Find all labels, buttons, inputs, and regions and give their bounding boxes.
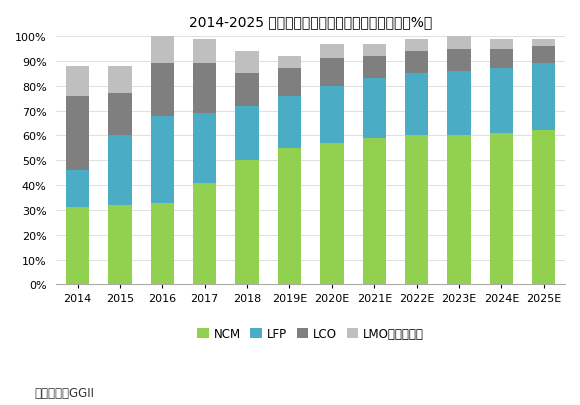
Bar — [320, 45, 343, 59]
Bar — [235, 52, 259, 74]
Bar — [490, 69, 513, 134]
Bar — [108, 136, 132, 205]
Bar — [532, 47, 556, 64]
Bar — [235, 107, 259, 161]
Bar — [108, 205, 132, 285]
Bar — [278, 57, 301, 69]
Bar — [532, 64, 556, 131]
Bar — [532, 131, 556, 285]
Bar — [151, 203, 174, 285]
Bar — [66, 208, 89, 285]
Bar — [362, 57, 386, 79]
Bar — [405, 52, 428, 74]
Bar — [320, 143, 343, 285]
Bar — [405, 74, 428, 136]
Bar — [151, 116, 174, 203]
Bar — [447, 49, 471, 72]
Legend: NCM, LFP, LCO, LMO及其他合计: NCM, LFP, LCO, LMO及其他合计 — [193, 323, 429, 345]
Bar — [362, 79, 386, 139]
Bar — [362, 45, 386, 57]
Bar — [447, 136, 471, 285]
Bar — [235, 161, 259, 285]
Bar — [278, 149, 301, 285]
Bar — [320, 59, 343, 87]
Bar — [193, 183, 216, 285]
Title: 2014-2025 中国各类型正极材料产量占比（单位：%）: 2014-2025 中国各类型正极材料产量占比（单位：%） — [189, 15, 432, 29]
Bar — [532, 40, 556, 47]
Bar — [108, 94, 132, 136]
Bar — [278, 69, 301, 96]
Bar — [447, 72, 471, 136]
Bar — [490, 49, 513, 69]
Bar — [193, 114, 216, 183]
Bar — [108, 67, 132, 94]
Bar — [66, 67, 89, 96]
Bar — [447, 37, 471, 49]
Bar — [490, 134, 513, 285]
Bar — [193, 40, 216, 64]
Bar — [151, 37, 174, 64]
Text: 数据来源：GGII: 数据来源：GGII — [35, 386, 95, 399]
Bar — [235, 74, 259, 107]
Bar — [278, 96, 301, 149]
Bar — [193, 64, 216, 114]
Bar — [490, 40, 513, 49]
Bar — [66, 96, 89, 171]
Bar — [66, 171, 89, 208]
Bar — [151, 64, 174, 116]
Bar — [362, 139, 386, 285]
Bar — [405, 40, 428, 52]
Bar — [320, 87, 343, 143]
Bar — [405, 136, 428, 285]
